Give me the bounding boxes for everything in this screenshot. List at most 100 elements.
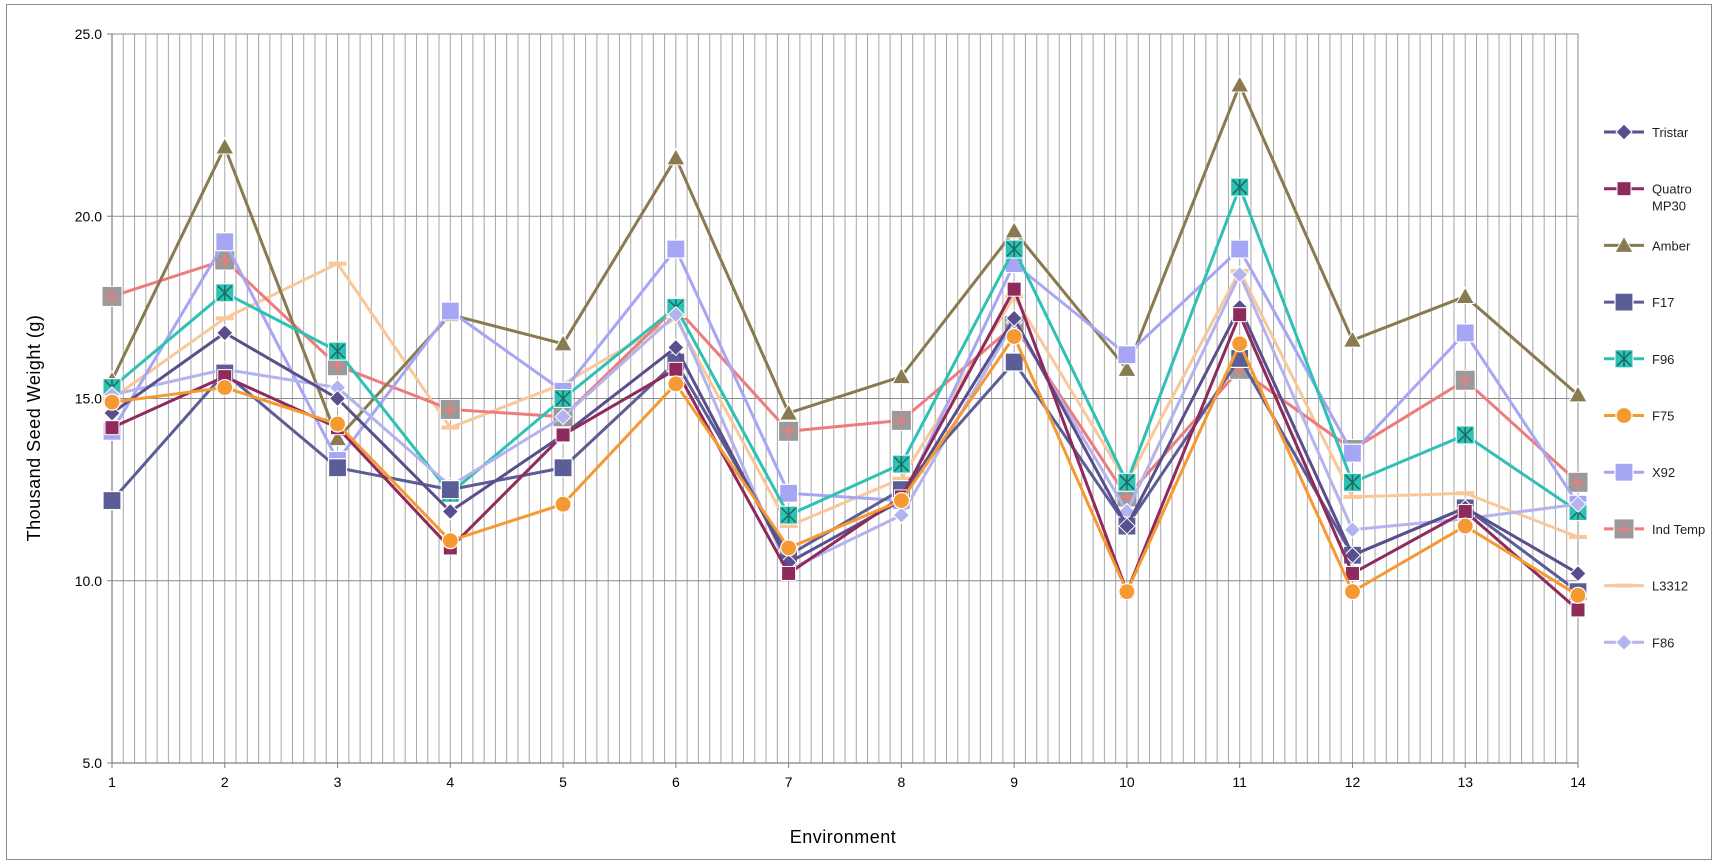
- x-tick-label: 1: [108, 774, 116, 790]
- data-point: [328, 261, 347, 266]
- data-point: [441, 425, 460, 430]
- legend-label: Ind Temp: [1652, 522, 1705, 537]
- data-point: [553, 458, 573, 478]
- x-tick-label: 5: [559, 774, 567, 790]
- x-tick-label: 8: [897, 774, 905, 790]
- y-tick-label: 10.0: [75, 573, 102, 589]
- data-point: [1343, 494, 1362, 499]
- data-point: [779, 505, 799, 525]
- data-point: [328, 341, 348, 361]
- data-point: [1118, 583, 1136, 601]
- legend-label: Amber: [1652, 238, 1691, 253]
- data-point: [554, 408, 572, 426]
- legend-item: Tristar: [1604, 123, 1689, 141]
- data-point: [1457, 503, 1473, 519]
- data-point: [1343, 546, 1362, 564]
- data-point: [1342, 472, 1362, 492]
- y-tick-label: 15.0: [75, 391, 102, 407]
- data-point: [1232, 307, 1248, 323]
- legend-item: F86: [1604, 633, 1674, 652]
- data-point: [1567, 471, 1589, 493]
- data-point: [102, 490, 122, 511]
- y-tick-label: 5.0: [83, 755, 103, 771]
- data-point: [1455, 323, 1475, 343]
- data-point: [554, 495, 572, 513]
- data-point: [1006, 281, 1022, 297]
- data-point: [666, 239, 686, 259]
- legend-item: L3312: [1604, 579, 1688, 594]
- data-point: [778, 420, 800, 442]
- data-point: [892, 506, 911, 524]
- data-point: [1342, 443, 1363, 463]
- x-tick-label: 11: [1232, 774, 1247, 790]
- series-line: [111, 262, 1579, 539]
- data-point: [555, 427, 571, 443]
- legend-item: F96: [1604, 349, 1674, 369]
- data-point: [1231, 335, 1249, 353]
- legend-marker: [1613, 518, 1635, 540]
- data-point: [1004, 239, 1024, 259]
- y-tick-label: 25.0: [75, 26, 102, 42]
- y-tick-label: 20.0: [75, 208, 102, 224]
- series-f86: [103, 265, 1587, 579]
- data-point: [216, 378, 234, 397]
- data-point: [439, 398, 461, 420]
- legend-marker: [1615, 583, 1633, 588]
- legend-marker: [1615, 406, 1633, 425]
- x-tick-label: 2: [221, 774, 229, 790]
- data-point: [779, 524, 798, 529]
- legend-label: F75: [1652, 409, 1674, 424]
- legend-label: MP30: [1652, 199, 1686, 214]
- data-point: [215, 232, 235, 252]
- data-point: [1569, 564, 1587, 583]
- legend-marker: [1614, 292, 1634, 312]
- x-tick-label: 14: [1570, 774, 1586, 790]
- data-point: [778, 403, 799, 421]
- data-point: [1455, 425, 1475, 445]
- data-point: [779, 483, 799, 503]
- data-point: [668, 361, 684, 377]
- legend-item: Amber: [1604, 235, 1691, 253]
- data-point: [1117, 472, 1137, 492]
- legend-marker: [1615, 123, 1633, 141]
- data-point: [892, 476, 911, 481]
- data-point: [667, 305, 685, 324]
- x-tick-label: 12: [1345, 774, 1361, 790]
- data-point: [781, 565, 797, 581]
- x-tick-label: 9: [1010, 774, 1018, 790]
- data-point: [1343, 583, 1362, 601]
- data-point: [553, 333, 573, 352]
- data-point: [667, 338, 685, 357]
- series-line: [110, 356, 1579, 593]
- data-point: [891, 454, 911, 474]
- data-point: [1569, 535, 1587, 540]
- data-point: [780, 539, 798, 557]
- data-point: [1343, 521, 1362, 539]
- x-tick-label: 7: [785, 774, 793, 790]
- data-point: [101, 285, 123, 307]
- legend-label: F96: [1652, 352, 1674, 367]
- data-point: [1455, 286, 1476, 304]
- x-tick-label: 4: [446, 774, 454, 790]
- legend-item: Ind Temp: [1604, 518, 1705, 540]
- data-point: [1229, 75, 1250, 93]
- series-line: [111, 305, 1579, 575]
- data-point: [215, 283, 235, 303]
- data-point: [1230, 177, 1250, 197]
- data-point: [665, 147, 686, 166]
- x-axis-title: Environment: [790, 827, 897, 847]
- legend-label: Tristar: [1652, 125, 1689, 140]
- data-point: [1230, 239, 1250, 259]
- legend-label: Quatro: [1652, 182, 1692, 197]
- series-line: [111, 335, 1579, 597]
- data-point: [1117, 345, 1137, 365]
- legend-item: Quatro MP30: [1604, 181, 1692, 214]
- data-point: [327, 458, 348, 478]
- series-tristar: [103, 298, 1587, 583]
- series-f75: [103, 327, 1587, 604]
- data-point: [1568, 384, 1588, 403]
- data-point: [890, 409, 912, 431]
- data-point: [214, 136, 235, 155]
- data-point: [216, 324, 234, 342]
